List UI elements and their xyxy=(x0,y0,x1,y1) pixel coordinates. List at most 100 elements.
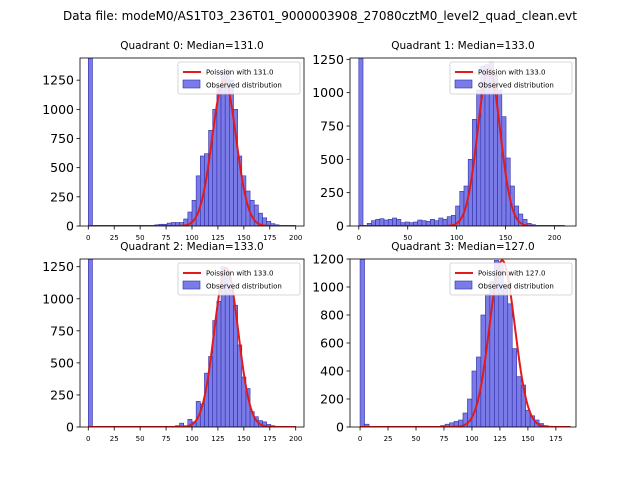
y-tick-label: 200 xyxy=(320,392,344,407)
histogram-bar xyxy=(358,58,364,226)
histogram-bar xyxy=(87,58,93,226)
y-axis: 0 250 500 750 1000 1250 xyxy=(42,259,80,435)
x-tick-label: 200 xyxy=(289,234,302,242)
legend-label-observed: Observed distribution xyxy=(206,283,282,291)
legend-label-observed: Observed distribution xyxy=(206,82,282,90)
y-axis: 0 250 500 750 1000 1250 xyxy=(42,73,80,234)
histogram-bar xyxy=(216,301,222,427)
y-tick-label: 500 xyxy=(50,160,74,175)
histogram-bar xyxy=(502,283,509,427)
histogram-bar xyxy=(379,218,385,226)
x-axis: 0 25 50 75 100 125 150 175 xyxy=(358,427,563,443)
x-tick-label: 0 xyxy=(358,435,362,443)
x-tick-label: 75 xyxy=(440,435,449,443)
x-tick-label: 150 xyxy=(499,234,512,242)
x-tick-label: 175 xyxy=(263,234,276,242)
legend-box xyxy=(177,61,301,95)
x-tick-label: 75 xyxy=(162,234,171,242)
x-tick-label: 25 xyxy=(384,435,393,443)
y-tick-label: 1250 xyxy=(42,259,74,274)
legend: Poission with 133.0 Observed distribution xyxy=(449,61,573,95)
legend: Poission with 133.0 Observed distribution xyxy=(177,262,301,296)
x-tick-label: 50 xyxy=(136,435,145,443)
y-tick-label: 750 xyxy=(50,131,74,146)
y-tick-label: 1000 xyxy=(312,85,344,100)
x-tick-label: 50 xyxy=(403,234,412,242)
legend-bar-swatch xyxy=(182,280,201,290)
x-tick-label: 125 xyxy=(211,234,224,242)
x-tick-label: 100 xyxy=(465,435,478,443)
y-tick-label: 0 xyxy=(336,219,344,234)
histogram-bar xyxy=(229,285,234,427)
chart-title: Quadrant 3: Median=127.0 xyxy=(391,241,534,253)
quadrant-2-chart: Quadrant 2: Median=133.0 0 25 50 75 100 125 150… xyxy=(42,241,305,443)
y-tick-label: 800 xyxy=(320,308,344,323)
x-tick-label: 200 xyxy=(548,234,561,242)
histogram-bar xyxy=(511,348,518,427)
histogram-bar xyxy=(195,175,201,226)
x-tick-label: 100 xyxy=(450,234,463,242)
histogram-bar xyxy=(392,217,397,226)
legend: Poission with 127.0 Observed distribution xyxy=(449,262,573,296)
y-tick-label: 500 xyxy=(50,355,74,370)
subplot-grid: Quadrant 0: Median=131.0 0 25 50 75 100 125 150… xyxy=(42,40,577,443)
legend-bar-swatch xyxy=(454,79,473,89)
quadrant-1-chart: Quadrant 1: Median=133.0 0 50 100 150 200 0 250… xyxy=(312,40,577,242)
legend-bar-swatch xyxy=(454,280,473,290)
chart-title: Quadrant 1: Median=133.0 xyxy=(391,40,534,52)
x-axis: 0 25 50 75 100 125 150 175 200 xyxy=(86,427,302,443)
legend-label-poisson: Poission with 133.0 xyxy=(206,270,274,278)
y-tick-label: 750 xyxy=(320,119,344,134)
x-tick-label: 125 xyxy=(493,435,506,443)
x-tick-label: 100 xyxy=(185,435,198,443)
x-tick-label: 200 xyxy=(289,435,302,443)
x-tick-label: 175 xyxy=(549,435,562,443)
x-tick-label: 75 xyxy=(162,435,171,443)
poisson-fit-line xyxy=(88,79,296,226)
x-tick-label: 150 xyxy=(521,435,534,443)
legend-label-observed: Observed distribution xyxy=(478,82,554,90)
y-tick-label: 250 xyxy=(320,185,344,200)
y-axis: 0 250 500 750 1000 1250 xyxy=(312,52,350,234)
y-tick-label: 400 xyxy=(320,364,344,379)
y-tick-label: 1000 xyxy=(312,280,344,295)
x-tick-label: 125 xyxy=(211,435,224,443)
x-tick-label: 0 xyxy=(357,234,361,242)
chart-title: Quadrant 0: Median=131.0 xyxy=(120,40,263,52)
x-tick-label: 0 xyxy=(86,435,90,443)
y-tick-label: 0 xyxy=(66,420,74,435)
y-tick-label: 0 xyxy=(66,219,74,234)
y-tick-label: 750 xyxy=(50,323,74,338)
legend-box xyxy=(449,262,573,296)
x-tick-label: 100 xyxy=(185,234,198,242)
histogram-bar xyxy=(471,370,477,427)
y-tick-label: 1000 xyxy=(42,291,74,306)
y-tick-label: 1200 xyxy=(312,252,344,267)
legend-label-poisson: Poission with 127.0 xyxy=(478,270,546,278)
x-axis: 0 25 50 75 100 125 150 175 200 xyxy=(86,226,302,242)
poisson-fit-line xyxy=(88,266,296,427)
histogram-bar xyxy=(179,422,185,427)
histogram-bar xyxy=(364,423,370,427)
histogram-bar xyxy=(507,303,513,427)
legend-label-poisson: Poission with 131.0 xyxy=(206,69,274,77)
y-tick-label: 250 xyxy=(50,189,74,204)
histogram-bar xyxy=(87,259,93,427)
legend-label-poisson: Poission with 133.0 xyxy=(478,69,546,77)
y-tick-label: 0 xyxy=(336,420,344,435)
x-tick-label: 25 xyxy=(110,435,119,443)
legend-box xyxy=(177,262,301,296)
legend: Poission with 131.0 Observed distribution xyxy=(177,61,301,95)
histogram-bar xyxy=(359,259,365,427)
y-tick-label: 600 xyxy=(320,336,344,351)
histogram-bar xyxy=(438,217,444,226)
y-tick-label: 250 xyxy=(50,387,74,402)
axes-frame xyxy=(349,57,577,227)
legend-label-observed: Observed distribution xyxy=(478,283,554,291)
y-tick-label: 1000 xyxy=(42,102,74,117)
y-axis: 0 200 400 600 800 1000 1200 xyxy=(312,252,350,435)
chart-title: Quadrant 2: Median=133.0 xyxy=(120,241,263,253)
x-tick-label: 50 xyxy=(412,435,421,443)
poisson-fit-line xyxy=(360,259,571,427)
